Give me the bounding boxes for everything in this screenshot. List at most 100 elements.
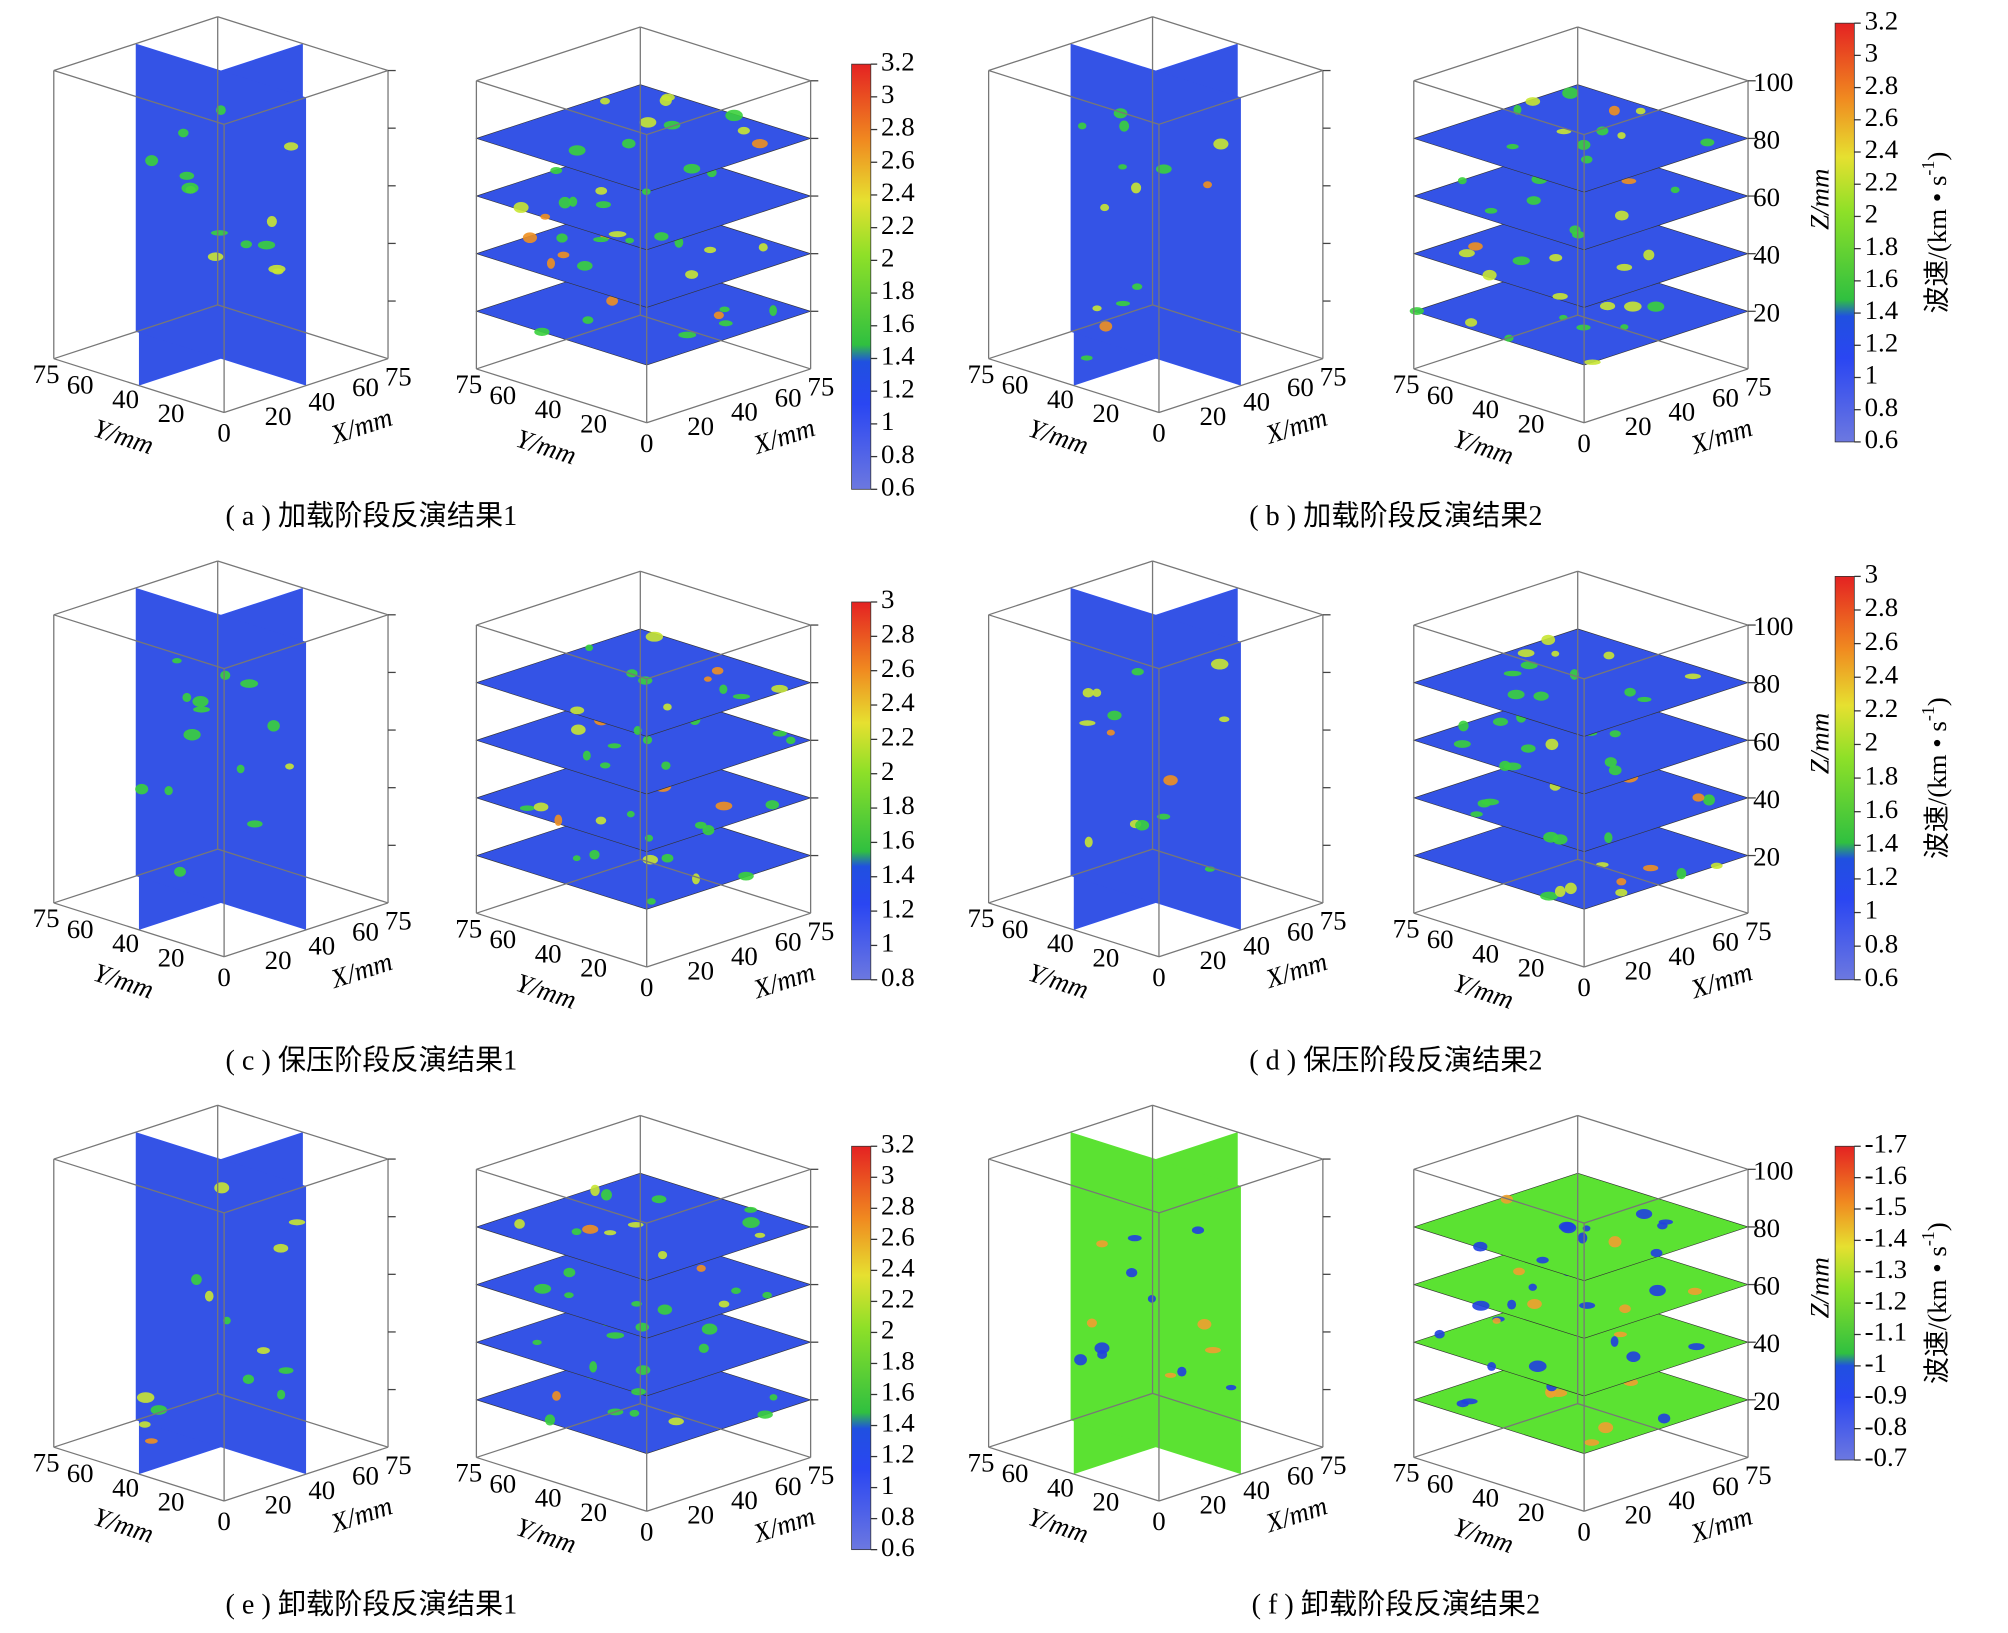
anomaly [1603,651,1615,660]
anomaly [1458,720,1469,732]
y-tick-label: 40 [535,938,562,968]
anomaly [725,109,743,122]
x-tick-label: 20 [1625,411,1652,441]
colorbar-tick-label: 2.4 [1865,134,1899,164]
box-edge [988,1446,1160,1502]
anomaly [718,320,733,327]
colorbar-tick-label: 1.6 [881,1377,915,1407]
y-axis-label: Y/mm [1025,413,1093,460]
horizontal-slice [1412,628,1750,737]
anomaly [1604,757,1617,768]
anomaly [1492,1317,1501,1324]
z-axis-label: Z/mm [1804,169,1834,230]
box-edge [640,1403,811,1459]
x-tick-label: 20 [687,1500,714,1530]
anomaly [1626,1351,1641,1363]
colorbar-tick-label: 1.4 [881,341,915,371]
box-edge [1413,912,1585,968]
box-edge [988,358,1160,414]
anomaly [663,703,672,711]
box-edge [223,69,389,125]
vertical-slice [135,1132,307,1475]
anomaly [661,93,675,102]
anomaly [1616,877,1627,886]
anomaly [1556,128,1572,135]
y-tick-label: 20 [1092,1487,1119,1517]
colorbar-tick-label: 0.8 [1865,392,1899,422]
anomaly [1692,793,1705,802]
y-tick-label: 60 [489,380,516,410]
box-edge [988,304,1153,360]
anomaly [629,1409,640,1417]
z-tick-label: 60 [1753,182,1780,212]
box-edge [640,858,811,914]
colorbar-label-text: 波速/(km • s [1922,721,1952,859]
box-edge [1583,1168,1749,1224]
anomaly [786,736,796,745]
box-edge [640,1114,811,1170]
colorbar-tick-label: 0.6 [881,471,915,501]
anomaly [646,898,656,905]
colorbar-label-close: ) [1922,697,1952,706]
box-edge [217,1104,389,1160]
anomaly [1541,634,1556,645]
box-edge [1413,1114,1578,1170]
y-tick-label: 75 [968,1447,995,1477]
anomaly [267,720,280,732]
origin-tick-label: 0 [1577,1516,1590,1546]
anomaly [1115,300,1131,307]
x-tick-label: 40 [1668,397,1695,427]
colorbar-tick-label: 2.2 [881,1284,915,1314]
anomaly [589,849,600,860]
colorbar-label-sup: -1 [1918,1231,1938,1246]
colorbar [851,63,872,490]
anomaly [1094,1342,1110,1354]
y-tick-label: 20 [580,408,607,438]
anomaly [658,1250,668,1260]
box-edge [217,16,389,72]
colorbar-tick-label: 1.4 [1865,827,1899,857]
anomaly [633,726,642,735]
colorbar-tick-label: -1.6 [1865,1160,1908,1190]
box-edge [53,614,225,670]
y-axis-label: Y/mm [90,1501,158,1548]
anomaly [544,1414,556,1426]
anomaly [1077,122,1087,130]
anomaly [769,305,777,317]
anomaly [1616,263,1633,271]
box-edge [476,912,647,968]
anomaly [556,233,568,243]
x-tick-label: 40 [1668,1485,1695,1515]
anomaly [1517,649,1535,658]
x-axis-label: X/mm [1261,946,1331,994]
anomaly [627,1222,644,1228]
colorbar-tick-label: 2.6 [1865,626,1899,656]
colorbar-tick-label: 0.6 [1865,962,1899,992]
colorbar-tick-label: -0.8 [1865,1411,1908,1441]
y-tick-label: 20 [1518,408,1545,438]
x-axis-label: X/mm [749,1501,819,1549]
anomaly [607,743,622,749]
box-edge [223,902,389,958]
anomaly [257,240,276,250]
y-tick-label: 20 [158,398,185,428]
colorbar-tick-label: 1 [881,406,894,436]
box-edge [476,1403,641,1459]
anomaly [661,853,674,863]
panel-caption: ( c ) 保压阶段反演结果1 [226,1044,518,1076]
anomaly [1613,1331,1627,1338]
anomaly [1647,301,1665,312]
colorbar-tick-label: 2 [1865,199,1878,229]
anomaly [694,821,707,829]
anomaly [1615,210,1629,221]
anomaly [540,213,551,220]
anomaly [626,810,635,818]
anomaly [1540,891,1558,901]
panel-caption: ( d ) 保压阶段反演结果2 [1249,1044,1542,1076]
anomaly [532,1339,542,1346]
anomaly [1135,819,1150,831]
anomaly [285,763,294,770]
anomaly [1657,1413,1671,1424]
anomaly [1080,355,1093,361]
anomaly [240,240,252,249]
